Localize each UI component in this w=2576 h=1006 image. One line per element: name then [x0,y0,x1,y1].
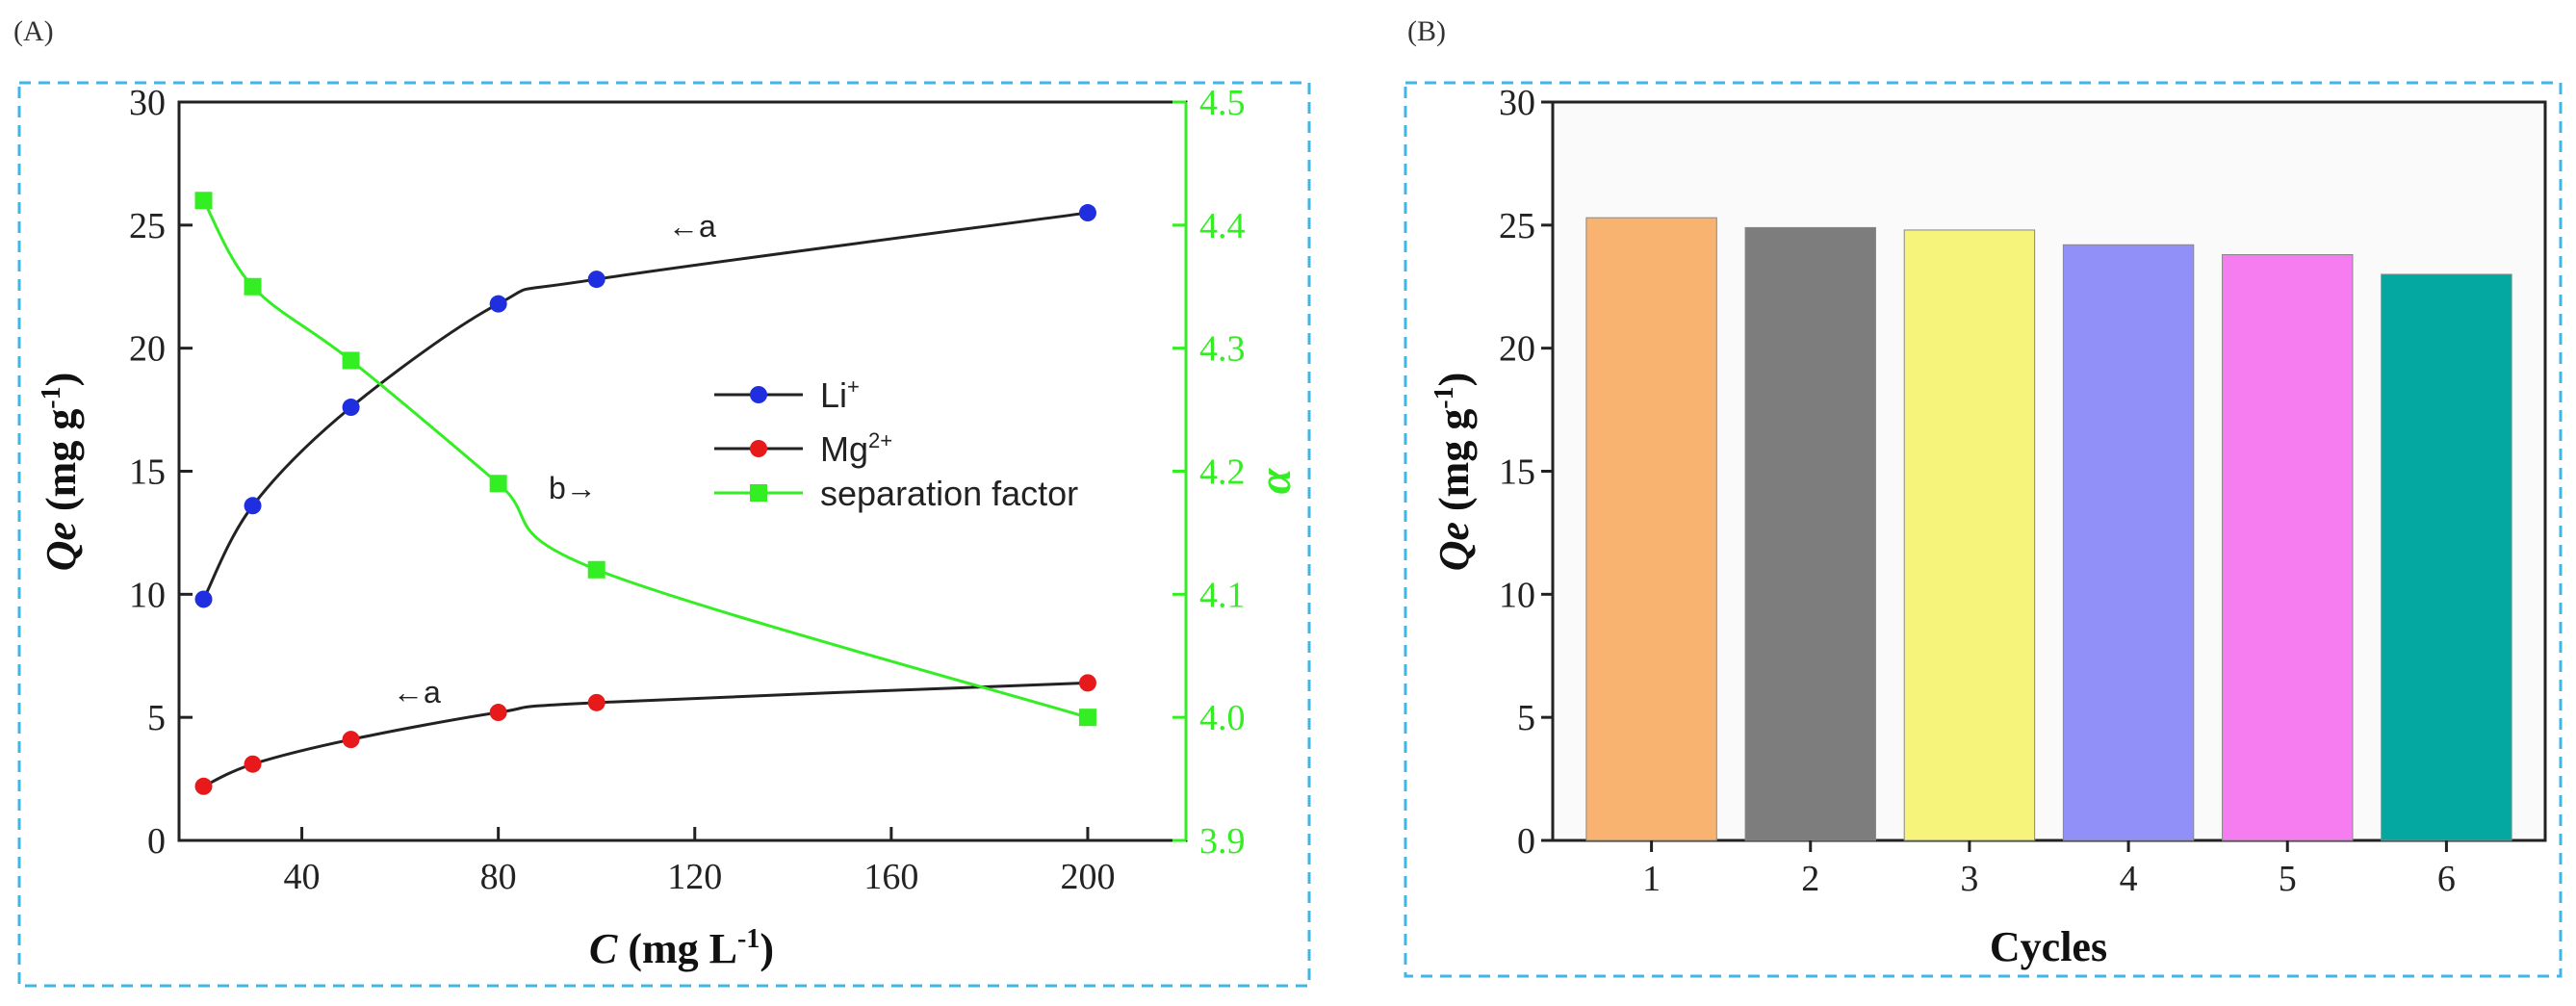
x-tick-label: 80 [480,857,517,897]
panel-a-x-axis-title: C (mg L-1) [589,924,774,972]
y2-tick-label: 4.3 [1199,329,1246,370]
y-tick-label: 5 [147,698,166,738]
series-point-1 [342,731,360,749]
series-point-1 [1078,674,1096,692]
panel-b-plot-area [1551,100,2547,842]
series-point-0 [587,271,605,289]
series-point-1 [489,704,507,722]
y2-tick-label: 4.4 [1199,206,1246,246]
legend-label-mg: Mg2+ [820,428,892,469]
x-tick-label: 120 [667,857,722,897]
panel-b-x-axis-title: Cycles [1990,923,2107,970]
panel-a-chart: 40 80 120 160 200 0 5 10 15 20 25 30 3.9 4.0 4.1 4.2 4.3… [37,83,1301,972]
series-point-2 [342,351,360,370]
series-point-0 [1078,204,1096,222]
panel-a-legend: Li+ Mg2+ separation factor [714,374,1078,513]
legend-label-separation: separation factor [820,474,1078,513]
x-tick-label: 4 [2120,859,2138,899]
x-tick-label: 6 [2437,859,2456,899]
y-tick-label: 15 [1499,452,1535,493]
series-point-2 [587,560,605,579]
series-point-0 [489,295,507,313]
x-tick-label: 3 [1960,859,1978,899]
panel-b-frame [1404,81,2563,978]
y-tick-label: 20 [1499,329,1535,370]
panel-b-y-axis-title: Qe (mg g-1) [1430,373,1478,572]
x-tick-label: 40 [284,857,321,897]
bar-cycle-2 [1744,226,1876,841]
panel-a-label: (A) [13,15,54,47]
annotation-li-arrow: ←a [668,209,716,244]
annotation-separation-arrow: b→ [549,471,597,505]
series-point-2 [244,277,262,296]
y-tick-label: 25 [1499,206,1535,246]
series-point-1 [194,777,213,795]
panel-b-chart: 1 2 3 4 5 6 0 5 10 15 20 25 30 Cycles Qe (mg g-1) [1430,83,2547,970]
y2-tick-label: 4.0 [1199,698,1246,738]
annotation-mg-arrow: ←a [393,675,441,709]
panel-a-frame [17,81,1311,988]
x-tick-label: 160 [863,857,918,897]
y-tick-label: 25 [129,206,166,246]
bar-cycle-4 [2062,244,2195,841]
bar-cycle-6 [2381,273,2512,841]
bar-cycle-1 [1585,217,1717,841]
y-tick-label: 30 [129,83,166,123]
bar-cycle-3 [1903,229,2036,841]
panel-a-plot-area [177,100,1188,842]
y-tick-label: 0 [1517,821,1535,862]
panel-b-label: (B) [1407,15,1446,47]
panel-a-y-axis-title: Qe (mg g-1) [37,373,85,572]
x-tick-label: 5 [2279,859,2297,899]
y-tick-label: 15 [129,452,166,493]
y2-tick-label: 4.1 [1199,575,1246,615]
series-point-1 [244,755,262,773]
series-point-2 [1078,709,1096,727]
y-tick-label: 0 [147,821,166,862]
bar-cycle-5 [2222,254,2354,841]
legend-marker-li [750,386,767,403]
y-tick-label: 10 [1499,575,1535,615]
series-point-2 [194,192,213,210]
series-point-0 [342,399,360,417]
y-tick-label: 30 [1499,83,1535,123]
legend-marker-separation [750,484,767,502]
series-point-0 [244,497,262,515]
y-tick-label: 5 [1517,698,1535,738]
x-tick-label: 1 [1642,859,1661,899]
series-point-2 [489,475,507,493]
legend-label-li: Li+ [820,374,860,415]
y2-tick-label: 4.2 [1199,452,1246,493]
x-tick-label: 200 [1060,857,1115,897]
y-tick-label: 20 [129,329,166,370]
y-tick-label: 10 [129,575,166,615]
x-tick-label: 2 [1801,859,1819,899]
y2-tick-label: 3.9 [1199,821,1246,862]
y2-tick-label: 4.5 [1199,83,1246,123]
series-point-1 [587,693,605,711]
legend-marker-mg [750,440,767,457]
panel-a-y2-axis-title: α [1249,467,1301,494]
series-point-0 [194,590,213,608]
